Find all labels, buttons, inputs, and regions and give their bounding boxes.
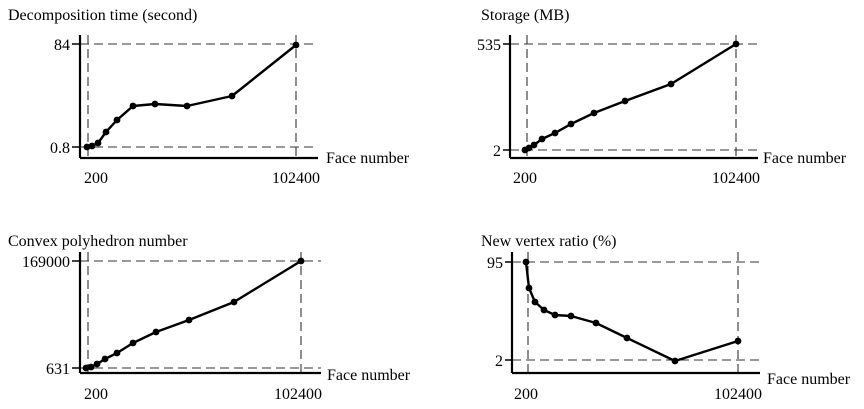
data-point: [551, 311, 559, 319]
y-tick-label-max: 169000: [22, 254, 70, 271]
x-axis-label: Face number: [326, 150, 410, 167]
chart-title: Storage (MB): [481, 7, 569, 24]
data-point: [671, 357, 679, 365]
x-tick-label-max: 102400: [274, 386, 322, 403]
y-tick-label-min: 0.8: [50, 140, 70, 157]
x-tick-label-max: 102400: [272, 170, 320, 187]
data-point: [129, 102, 137, 110]
x-tick-label-min: 200: [84, 386, 108, 403]
data-point: [531, 298, 539, 306]
data-point: [734, 337, 742, 345]
data-point: [530, 141, 538, 149]
data-point: [129, 339, 137, 347]
data-point: [94, 139, 102, 147]
x-axis-label: Face number: [327, 367, 411, 384]
data-point: [292, 41, 300, 49]
data-point: [567, 312, 575, 320]
data-point: [228, 92, 236, 100]
data-point: [87, 363, 95, 371]
y-tick-label-max: 535: [477, 37, 501, 54]
data-point: [102, 128, 110, 136]
data-point: [621, 97, 629, 105]
data-point: [538, 135, 546, 143]
y-tick-label-min: 631: [46, 361, 70, 378]
data-point: [230, 298, 238, 306]
data-point: [101, 355, 109, 363]
data-point: [590, 109, 598, 117]
data-point: [113, 116, 121, 124]
y-tick-label-min: 2: [493, 143, 501, 160]
x-tick-label-max: 102400: [712, 170, 760, 187]
x-tick-label-min: 200: [513, 170, 537, 187]
data-point: [525, 144, 533, 152]
data-point: [113, 349, 121, 357]
x-tick-label-max: 102400: [714, 386, 762, 403]
data-point: [623, 334, 631, 342]
x-tick-label-min: 200: [514, 386, 538, 403]
data-point: [151, 100, 159, 108]
chart-title: Convex polyhedron number: [8, 233, 188, 250]
data-point: [88, 142, 96, 150]
data-point: [522, 258, 530, 266]
chart-title: New vertex ratio (%): [481, 233, 617, 250]
data-point: [667, 80, 675, 88]
data-point: [185, 316, 193, 324]
x-axis-label: Face number: [767, 371, 851, 388]
data-point: [297, 257, 305, 265]
data-point: [525, 284, 533, 292]
data-point: [152, 328, 160, 336]
data-point: [183, 102, 191, 110]
data-point: [540, 306, 548, 314]
y-tick-label-max: 95: [487, 255, 503, 272]
data-point: [732, 40, 740, 48]
data-point: [592, 319, 600, 327]
y-tick-label-min: 2: [495, 353, 503, 370]
data-point: [567, 120, 575, 128]
series-line: [524, 261, 739, 363]
chart-title: Decomposition time (second): [8, 7, 197, 24]
data-point: [93, 360, 101, 368]
data-point: [551, 129, 559, 137]
series-line: [86, 44, 297, 149]
x-tick-label-min: 200: [84, 170, 108, 187]
x-axis-label: Face number: [763, 150, 847, 167]
y-tick-label-max: 84: [54, 37, 70, 54]
